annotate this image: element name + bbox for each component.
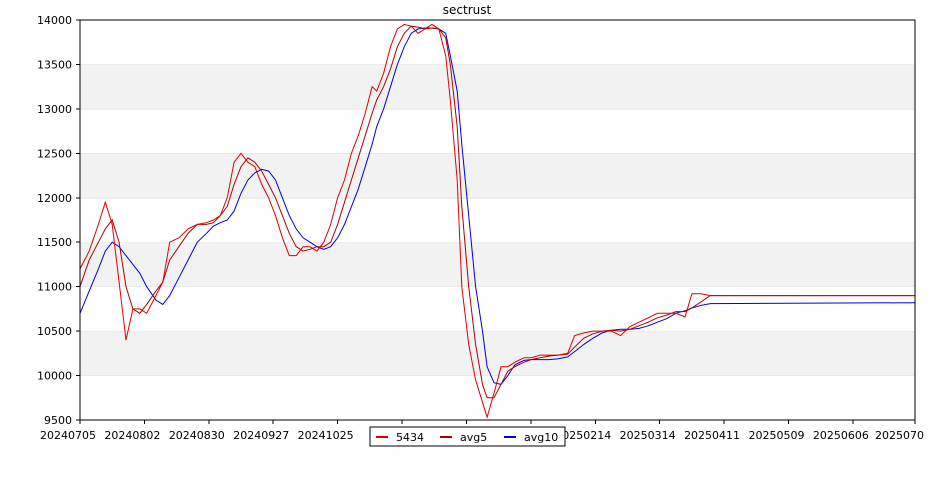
x-tick-label: 20240830 — [169, 429, 225, 442]
x-tick-label: 20241025 — [298, 429, 354, 442]
y-tick-label: 12500 — [37, 147, 72, 160]
legend: 5434 avg5 avg10 — [369, 426, 566, 447]
x-tick-label: 20250214 — [555, 429, 611, 442]
y-tick-label: 11500 — [37, 236, 72, 249]
y-tick-label: 12000 — [37, 192, 72, 205]
grid-band — [80, 331, 915, 376]
chart-title: sectrust — [443, 3, 492, 17]
grid-band — [80, 286, 915, 332]
y-axis-ticks: 9500 10000 10500 11000 11500 12000 12500 13000 1… — [37, 14, 80, 427]
grid-band — [80, 375, 915, 420]
x-tick-label: 20250314 — [620, 429, 676, 442]
series-line-avg10 — [79, 27, 916, 385]
x-tick-label: 20240705 — [40, 429, 96, 442]
y-tick-label: 10000 — [37, 370, 72, 383]
y-tick-label: 9500 — [44, 414, 72, 427]
y-tick-label: 10500 — [37, 325, 72, 338]
x-tick-label: 20240802 — [104, 429, 160, 442]
series-lines — [79, 23, 916, 420]
x-tick-label: 20240927 — [233, 429, 289, 442]
series-line-avg5 — [79, 25, 915, 399]
grid-bands — [80, 19, 915, 420]
x-tick-label: 20250606 — [813, 429, 869, 442]
series-line-5434 — [79, 23, 915, 420]
legend-label: avg5 — [460, 431, 487, 444]
x-tick-label: 20250411 — [684, 429, 740, 442]
y-tick-label: 14000 — [37, 14, 72, 27]
grid-band — [80, 153, 915, 198]
grid-band — [80, 197, 915, 243]
x-tick-label: 20250509 — [748, 429, 804, 442]
grid-band — [80, 20, 915, 65]
y-tick-label: 13500 — [37, 58, 72, 71]
grid-band — [80, 64, 915, 109]
y-tick-label: 13000 — [37, 103, 72, 116]
y-tick-label: 11000 — [37, 281, 72, 294]
legend-label: 5434 — [396, 431, 424, 444]
plot-frame — [79, 19, 916, 421]
x-tick-label: 2025070 — [875, 429, 924, 442]
x-axis-ticks: 20240705 20240802 20240830 20240927 20241025… — [40, 420, 924, 442]
legend-label: avg10 — [524, 431, 558, 444]
grid-band — [80, 242, 915, 287]
legend-box — [369, 426, 566, 447]
grid-band — [80, 108, 915, 154]
